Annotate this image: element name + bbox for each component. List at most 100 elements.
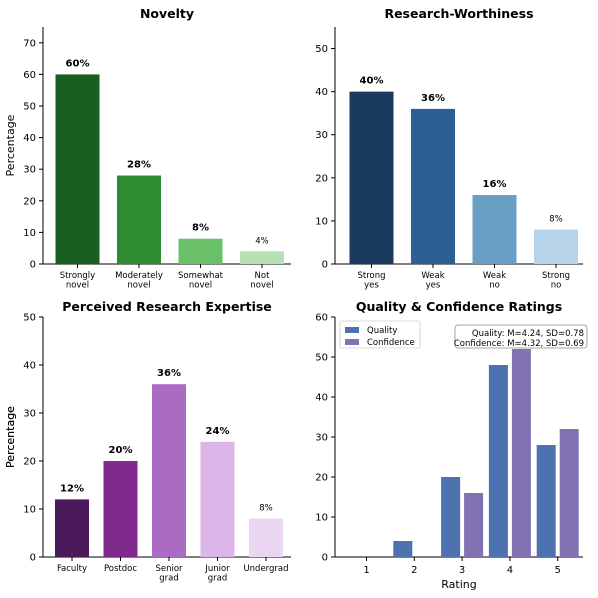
bar-value-label: 36%	[157, 368, 181, 379]
x-tick-label: Weak	[483, 271, 506, 281]
y-tick-label: 30	[23, 409, 36, 420]
bar-quality-2	[393, 541, 413, 557]
x-tick-label: novel	[189, 281, 212, 291]
bar-value-label: 28%	[127, 160, 151, 171]
chart-title: Quality & Confidence Ratings	[356, 299, 562, 314]
bar-confidence-5	[559, 429, 579, 557]
y-axis-label: Percentage	[4, 114, 17, 176]
bar-value-label: 12%	[60, 483, 84, 494]
chart-title: Research-Worthiness	[384, 6, 533, 21]
bar-value-label: 16%	[483, 179, 507, 190]
stats-line: Confidence: M=4.32, SD=0.69	[454, 339, 584, 349]
bar-3	[240, 251, 284, 264]
bar-0	[349, 91, 394, 265]
y-tick-label: 20	[23, 457, 36, 468]
x-tick-label: 5	[555, 565, 561, 576]
x-tick-label: grad	[208, 574, 228, 584]
x-tick-label: Weak	[421, 271, 444, 281]
bar-2	[152, 384, 186, 557]
y-tick-label: 20	[23, 196, 36, 207]
bar-value-label: 8%	[259, 504, 273, 514]
bar-value-label: 8%	[549, 215, 563, 225]
y-tick-label: 0	[322, 260, 328, 271]
y-tick-label: 60	[315, 313, 328, 324]
y-tick-label: 10	[23, 505, 36, 516]
bar-1	[411, 108, 455, 264]
bar-3	[200, 441, 235, 557]
y-tick-label: 50	[315, 44, 328, 55]
bar-value-label: 20%	[109, 445, 133, 456]
y-tick-label: 40	[315, 393, 328, 404]
y-tick-label: 40	[315, 87, 328, 98]
x-tick-label: yes	[426, 281, 441, 291]
x-tick-label: Junior	[204, 564, 230, 574]
x-tick-label: Strongly	[60, 271, 95, 281]
y-tick-label: 40	[23, 361, 36, 372]
bar-confidence-3	[464, 493, 484, 557]
bar-value-label: 60%	[66, 58, 90, 69]
x-tick-label: 1	[363, 565, 369, 576]
stats-box	[454, 324, 588, 349]
x-tick-label: Moderately	[115, 271, 163, 281]
y-tick-label: 50	[23, 102, 36, 113]
legend-label-confidence: Confidence	[367, 338, 415, 348]
bar-quality-4	[488, 365, 508, 557]
y-tick-label: 50	[23, 313, 36, 324]
y-axis-label: Percentage	[4, 406, 17, 468]
y-tick-label: 0	[30, 260, 36, 271]
x-tick-label: Undergrad	[243, 564, 288, 574]
x-tick-label: Strong	[542, 271, 570, 281]
bar-quality-5	[536, 445, 556, 557]
x-tick-label: yes	[364, 281, 379, 291]
bar-value-label: 36%	[421, 93, 445, 104]
x-tick-label: novel	[250, 281, 273, 291]
bar-1	[103, 461, 138, 557]
legend-label-quality: Quality	[367, 326, 397, 336]
y-tick-label: 10	[23, 228, 36, 239]
y-tick-label: 30	[23, 165, 36, 176]
bar-quality-3	[441, 477, 461, 557]
bar-4	[249, 518, 283, 557]
bar-3	[534, 229, 578, 264]
y-tick-label: 20	[315, 473, 328, 484]
y-tick-label: 70	[23, 38, 36, 49]
bar-2	[472, 195, 517, 264]
y-tick-label: 10	[315, 513, 328, 524]
x-axis-label: Rating	[441, 578, 476, 591]
x-tick-label: 2	[411, 565, 417, 576]
x-tick-label: Strong	[357, 271, 385, 281]
y-tick-label: 40	[23, 133, 36, 144]
x-tick-label: Somewhat	[178, 271, 224, 281]
bar-value-label: 4%	[255, 236, 269, 246]
y-tick-label: 0	[30, 553, 36, 564]
x-tick-label: Not	[255, 271, 271, 281]
x-tick-label: grad	[159, 574, 179, 584]
bar-0	[55, 74, 100, 265]
legend-swatch-confidence	[345, 339, 359, 345]
legend-swatch-quality	[345, 327, 359, 333]
x-tick-label: novel	[66, 281, 89, 291]
chart-title: Novelty	[140, 6, 194, 21]
bar-value-label: 24%	[206, 426, 230, 437]
bar-2	[178, 238, 223, 264]
bar-confidence-4	[511, 349, 531, 557]
y-tick-label: 50	[315, 353, 328, 364]
legend-box	[339, 320, 421, 349]
y-tick-label: 30	[315, 130, 328, 141]
x-tick-label: novel	[127, 281, 150, 291]
bar-1	[117, 175, 161, 264]
x-tick-label: Senior	[155, 564, 183, 574]
x-tick-label: Faculty	[57, 564, 87, 574]
bar-0	[55, 499, 89, 557]
y-axis-label: Percentage	[4, 406, 17, 468]
chart-title: Perceived Research Expertise	[62, 299, 272, 314]
y-tick-label: 30	[315, 433, 328, 444]
y-tick-label: 0	[322, 553, 328, 564]
x-tick-label: no	[489, 281, 500, 291]
x-tick-label: 4	[507, 565, 513, 576]
x-tick-label: no	[551, 281, 562, 291]
x-tick-label: Postdoc	[104, 564, 137, 574]
y-tick-label: 10	[315, 216, 328, 227]
x-tick-label: 3	[459, 565, 465, 576]
